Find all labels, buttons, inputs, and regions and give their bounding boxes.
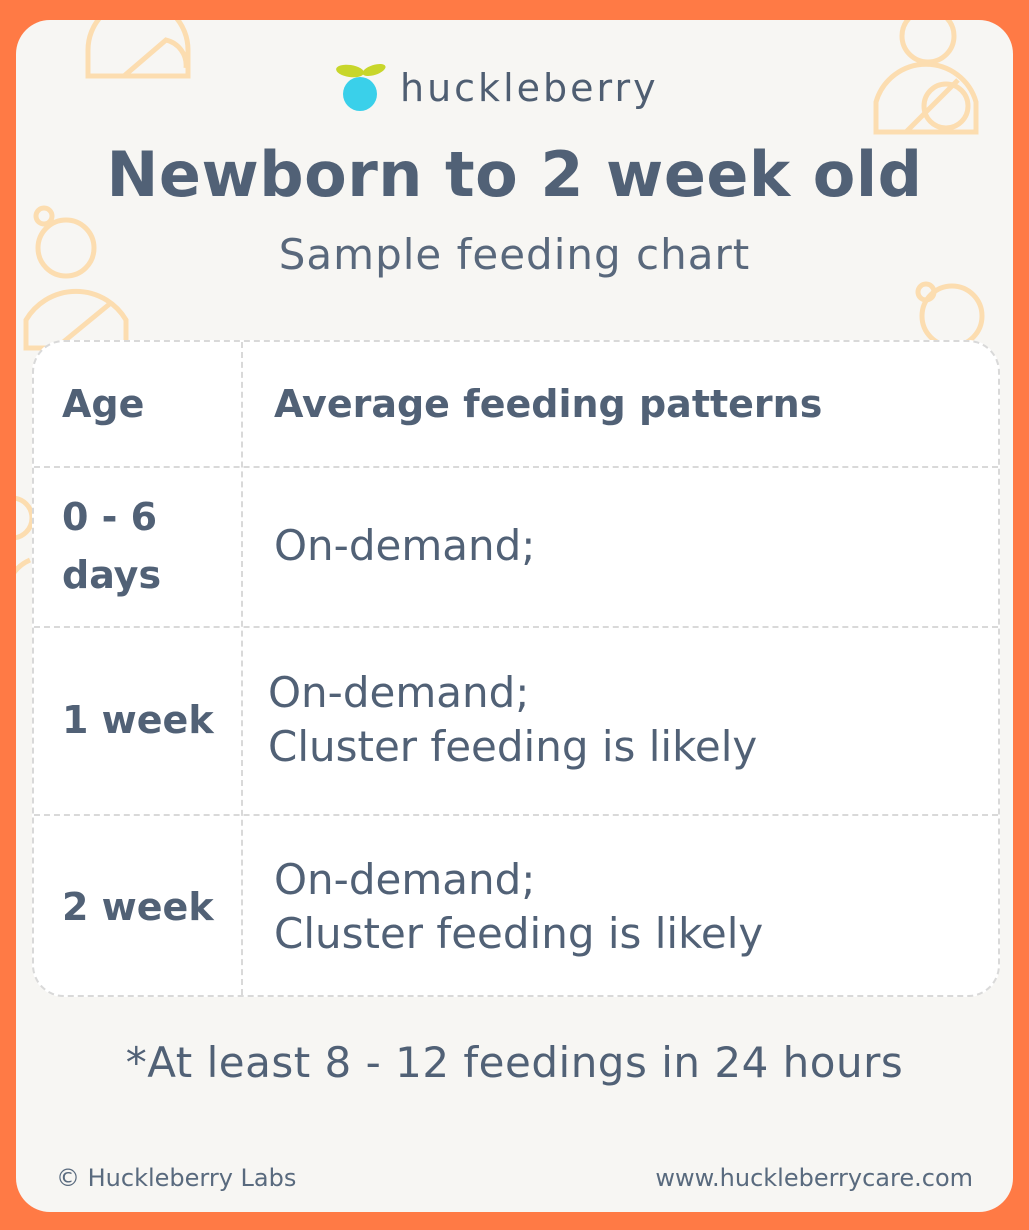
huckleberry-logo-icon: [336, 63, 386, 111]
page-title: Newborn to 2 week old: [106, 138, 923, 211]
pattern-line: Cluster feeding is likely: [268, 722, 758, 771]
row-divider: [34, 814, 998, 816]
huckleberry-logo: huckleberry: [330, 62, 659, 114]
table-row-pattern: On-demand;: [244, 466, 994, 626]
copyright: © Huckleberry Labs: [56, 1164, 297, 1192]
feeding-chart-card: huckleberry Newborn to 2 week old Sample…: [16, 20, 1013, 1212]
pattern-line: On-demand;: [268, 668, 530, 717]
age-line: days: [62, 553, 162, 597]
table-row-pattern: On-demand; Cluster feeding is likely: [244, 626, 994, 814]
column-divider: [241, 342, 243, 995]
age-line: 1 week: [62, 698, 214, 742]
pattern-line: Cluster feeding is likely: [274, 908, 764, 958]
feeding-note: *At least 8 - 12 feedings in 24 hours: [125, 1038, 904, 1087]
feeding-table: Age Average feeding patterns 0 - 6 days …: [32, 340, 1000, 997]
row-divider: [34, 466, 998, 468]
header-patterns: Average feeding patterns: [274, 382, 823, 426]
page-subtitle: Sample feeding chart: [278, 230, 751, 279]
website-url: www.huckleberrycare.com: [655, 1164, 973, 1192]
table-row-age: 2 week: [34, 814, 241, 995]
table-row-age: 1 week: [34, 626, 241, 814]
brand-name: huckleberry: [400, 66, 659, 110]
row-divider: [34, 626, 998, 628]
age-line: 0 - 6: [62, 495, 158, 539]
table-row-pattern: On-demand; Cluster feeding is likely: [244, 814, 994, 995]
age-line: 2 week: [62, 884, 214, 929]
pattern-line: On-demand;: [274, 521, 536, 570]
pattern-line: On-demand;: [274, 854, 536, 904]
header-age: Age: [62, 382, 145, 426]
table-row-age: 0 - 6 days: [34, 466, 241, 626]
